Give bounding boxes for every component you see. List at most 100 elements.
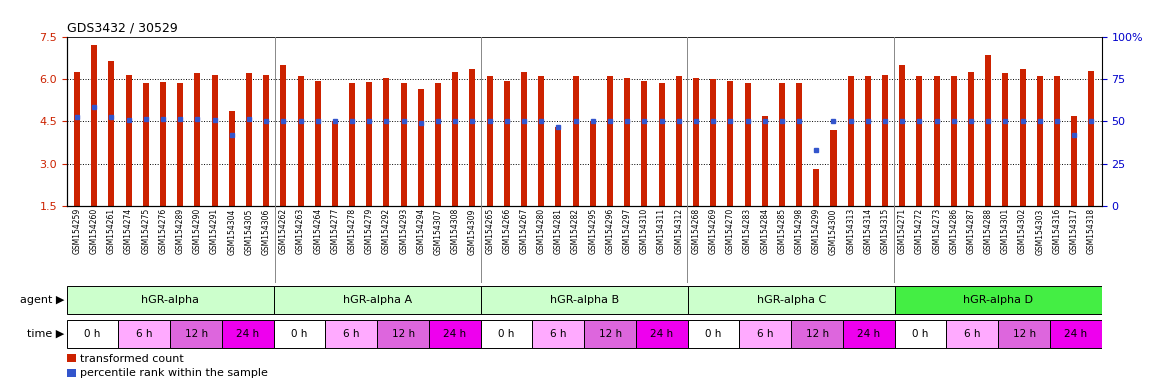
Text: GSM154281: GSM154281 <box>554 208 562 254</box>
Text: GSM154275: GSM154275 <box>141 208 151 254</box>
Text: hGR-alpha A: hGR-alpha A <box>343 295 412 305</box>
Text: GSM154314: GSM154314 <box>864 208 873 254</box>
Text: hGR-alpha D: hGR-alpha D <box>964 295 1033 305</box>
Text: GSM154311: GSM154311 <box>657 208 666 254</box>
Text: 6 h: 6 h <box>136 329 153 339</box>
Text: GSM154266: GSM154266 <box>503 208 512 254</box>
Text: 24 h: 24 h <box>650 329 674 339</box>
Text: GSM154289: GSM154289 <box>176 208 185 254</box>
Text: GSM154307: GSM154307 <box>434 208 443 255</box>
Bar <box>676 76 682 206</box>
Text: hGR-alpha B: hGR-alpha B <box>550 295 619 305</box>
Bar <box>91 45 98 206</box>
Bar <box>779 83 785 206</box>
Text: GSM154260: GSM154260 <box>90 208 99 254</box>
Bar <box>1055 76 1060 206</box>
Text: GSM154300: GSM154300 <box>829 208 838 255</box>
Text: 24 h: 24 h <box>857 329 881 339</box>
Text: 0 h: 0 h <box>912 329 929 339</box>
Bar <box>274 319 325 348</box>
Text: GSM154262: GSM154262 <box>278 208 288 254</box>
Bar <box>481 319 532 348</box>
Text: GSM154312: GSM154312 <box>674 208 683 254</box>
Text: agent ▶: agent ▶ <box>20 295 64 305</box>
Bar <box>383 78 390 206</box>
Bar <box>281 65 286 206</box>
Text: transformed count: transformed count <box>79 354 183 364</box>
Text: GSM154298: GSM154298 <box>795 208 804 254</box>
Bar <box>1020 69 1026 206</box>
Text: GSM154284: GSM154284 <box>760 208 769 254</box>
Text: GSM154274: GSM154274 <box>124 208 133 254</box>
Bar <box>727 81 734 206</box>
Bar <box>843 319 895 348</box>
Bar <box>848 76 853 206</box>
Text: GSM154313: GSM154313 <box>846 208 856 254</box>
Bar <box>584 319 636 348</box>
Text: GSM154264: GSM154264 <box>313 208 322 254</box>
Text: GSM154318: GSM154318 <box>1087 208 1096 254</box>
Bar <box>895 319 946 348</box>
Text: GSM154305: GSM154305 <box>245 208 253 255</box>
Text: 0 h: 0 h <box>705 329 722 339</box>
Bar <box>573 76 578 206</box>
Bar <box>504 81 509 206</box>
Bar <box>865 76 871 206</box>
Bar <box>882 75 888 206</box>
Text: 6 h: 6 h <box>964 329 981 339</box>
Bar <box>1088 71 1095 206</box>
Bar <box>469 69 475 206</box>
Bar <box>659 83 665 206</box>
Text: GSM154306: GSM154306 <box>262 208 270 255</box>
Bar <box>108 61 114 206</box>
Bar <box>946 319 998 348</box>
Text: GSM154301: GSM154301 <box>1000 208 1010 254</box>
Text: GSM154265: GSM154265 <box>485 208 494 254</box>
Bar <box>590 121 596 206</box>
Text: GSM154282: GSM154282 <box>572 208 580 254</box>
Bar <box>315 81 321 206</box>
Bar <box>118 319 170 348</box>
Text: GSM154283: GSM154283 <box>743 208 752 254</box>
Text: GSM154259: GSM154259 <box>72 208 82 254</box>
Text: GSM154299: GSM154299 <box>812 208 821 254</box>
Bar <box>1037 76 1043 206</box>
Text: hGR-alpha: hGR-alpha <box>141 295 199 305</box>
Text: GSM154309: GSM154309 <box>468 208 477 255</box>
Bar <box>998 319 1050 348</box>
Bar <box>796 83 802 206</box>
Bar <box>624 78 630 206</box>
Bar <box>194 73 200 206</box>
Bar <box>67 286 274 314</box>
Text: GSM154291: GSM154291 <box>210 208 218 254</box>
Bar <box>830 130 836 206</box>
Bar <box>222 319 274 348</box>
Text: GSM154280: GSM154280 <box>537 208 546 254</box>
Text: 12 h: 12 h <box>1012 329 1036 339</box>
Bar <box>429 319 481 348</box>
Bar <box>555 127 561 206</box>
Text: 6 h: 6 h <box>757 329 774 339</box>
Bar <box>1050 319 1102 348</box>
Bar <box>325 319 377 348</box>
Text: GSM154273: GSM154273 <box>933 208 941 254</box>
Bar <box>688 319 739 348</box>
Text: GSM154304: GSM154304 <box>228 208 236 255</box>
Text: hGR-alpha C: hGR-alpha C <box>757 295 826 305</box>
Bar <box>636 319 688 348</box>
Bar <box>1003 73 1009 206</box>
Bar <box>761 116 768 206</box>
Bar <box>739 319 791 348</box>
Bar <box>688 286 895 314</box>
Text: GSM154290: GSM154290 <box>193 208 202 254</box>
Text: GSM154267: GSM154267 <box>520 208 529 254</box>
Bar <box>377 319 429 348</box>
Bar <box>813 169 819 206</box>
Bar <box>274 286 481 314</box>
Text: GSM154276: GSM154276 <box>159 208 168 254</box>
Bar <box>67 354 76 362</box>
Text: GSM154285: GSM154285 <box>777 208 787 254</box>
Bar <box>895 286 1102 314</box>
Bar <box>481 286 688 314</box>
Bar <box>350 83 355 206</box>
